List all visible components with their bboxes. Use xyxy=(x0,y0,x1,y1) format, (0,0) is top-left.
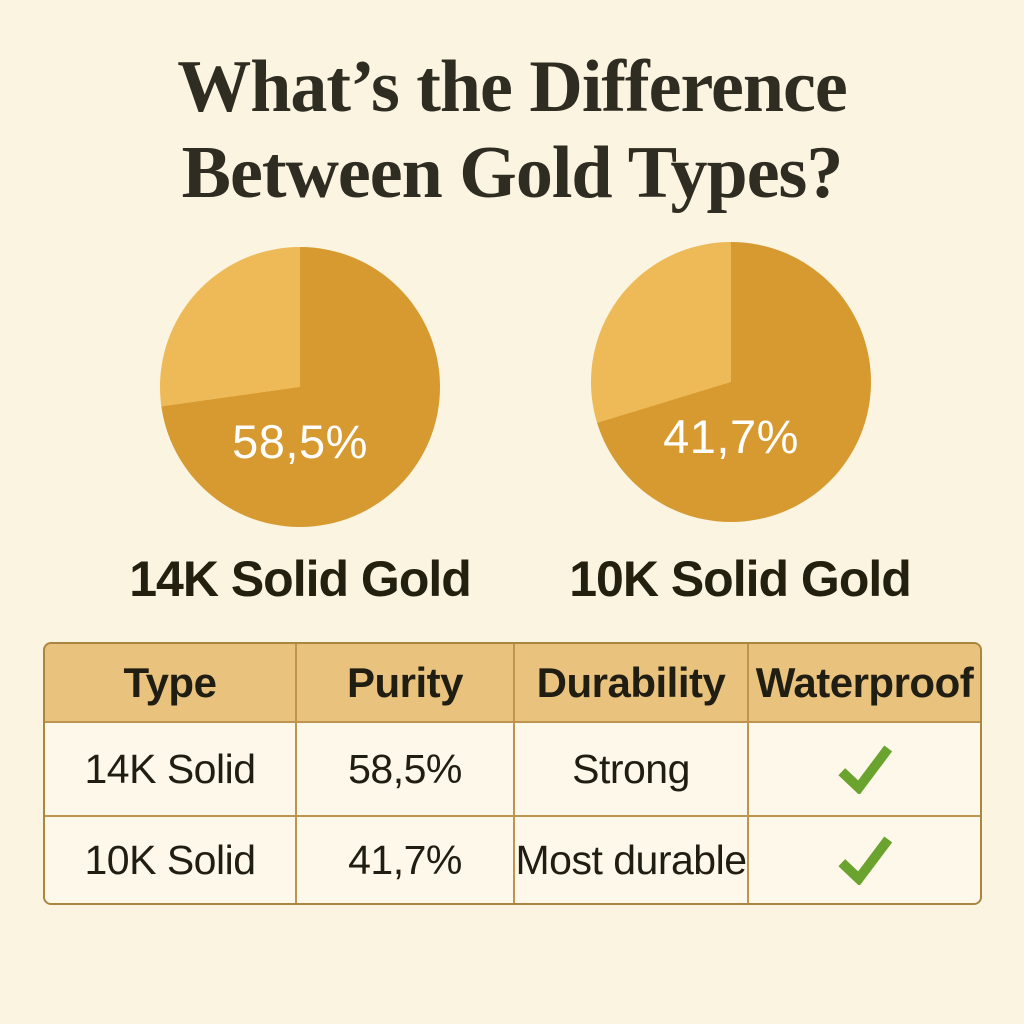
table-cell-waterproof-10k xyxy=(749,817,980,903)
table-cell-waterproof-14k xyxy=(749,723,980,817)
pie-chart-14k: 58,5% xyxy=(160,247,440,527)
column-header-durability: Durability xyxy=(515,644,749,723)
table-cell-durability-10k: Most durable xyxy=(515,817,749,903)
table-cell-purity-14k: 58,5% xyxy=(297,723,515,817)
column-header-waterproof: Waterproof xyxy=(749,644,980,723)
table-cell-durability-14k: Strong xyxy=(515,723,749,817)
table-cell-type-14k: 14K Solid xyxy=(45,723,297,817)
checkmark-icon xyxy=(837,745,892,794)
title-line-2: Between Gold Types? xyxy=(181,132,844,214)
pie-caption-10k: 10K Solid Gold xyxy=(569,551,912,607)
pie-value-label-10k: 41,7% xyxy=(663,410,799,463)
table-cell-purity-10k: 41,7% xyxy=(297,817,515,903)
table-cell-type-10k: 10K Solid xyxy=(45,817,297,903)
column-header-purity: Purity xyxy=(297,644,515,723)
column-header-type: Type xyxy=(45,644,297,723)
comparison-table: Type Purity Durability Waterproof 14K So… xyxy=(43,642,982,905)
pie-chart-10k: 41,7% xyxy=(591,242,871,522)
page-title: What’s the Difference Between Gold Types? xyxy=(0,44,1024,216)
pie-value-label-14k: 58,5% xyxy=(232,415,368,468)
pie-caption-14k: 14K Solid Gold xyxy=(129,551,472,607)
checkmark-icon xyxy=(837,836,892,885)
title-line-1: What’s the Difference xyxy=(177,46,847,128)
